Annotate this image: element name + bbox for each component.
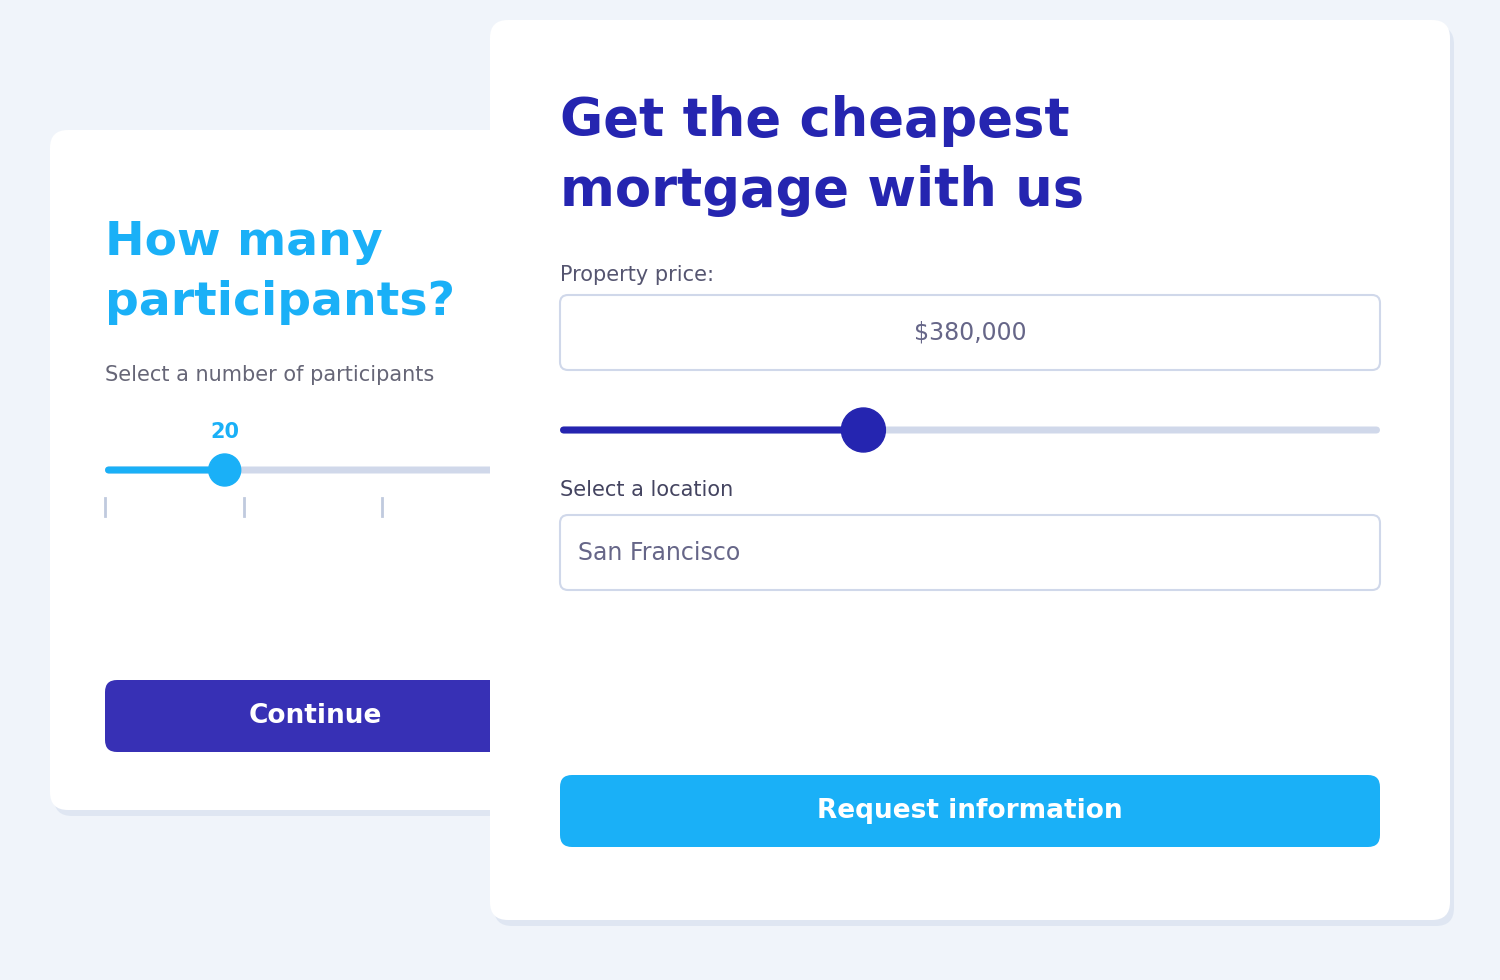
FancyBboxPatch shape	[560, 295, 1380, 370]
Text: San Francisco: San Francisco	[578, 541, 741, 564]
FancyBboxPatch shape	[490, 20, 1450, 920]
Text: Select a location: Select a location	[560, 480, 734, 500]
Text: 20: 20	[210, 422, 238, 442]
Text: Get the cheapest: Get the cheapest	[560, 95, 1070, 147]
Circle shape	[209, 454, 240, 486]
FancyBboxPatch shape	[560, 775, 1380, 847]
Text: Property price:: Property price:	[560, 265, 714, 285]
Text: Select a number of participants: Select a number of participants	[105, 365, 435, 385]
FancyBboxPatch shape	[105, 466, 525, 473]
Text: mortgage with us: mortgage with us	[560, 165, 1084, 217]
Text: Request information: Request information	[818, 798, 1124, 824]
FancyBboxPatch shape	[560, 426, 1380, 433]
Text: participants?: participants?	[105, 280, 454, 325]
FancyBboxPatch shape	[105, 680, 525, 752]
FancyBboxPatch shape	[54, 136, 584, 816]
Text: $380,000: $380,000	[914, 320, 1026, 345]
FancyBboxPatch shape	[560, 515, 1380, 590]
FancyBboxPatch shape	[50, 130, 580, 810]
FancyBboxPatch shape	[494, 26, 1454, 926]
Text: How many: How many	[105, 220, 382, 265]
FancyBboxPatch shape	[560, 426, 864, 433]
Text: Continue: Continue	[249, 703, 381, 729]
Circle shape	[842, 408, 885, 452]
FancyBboxPatch shape	[105, 466, 225, 473]
